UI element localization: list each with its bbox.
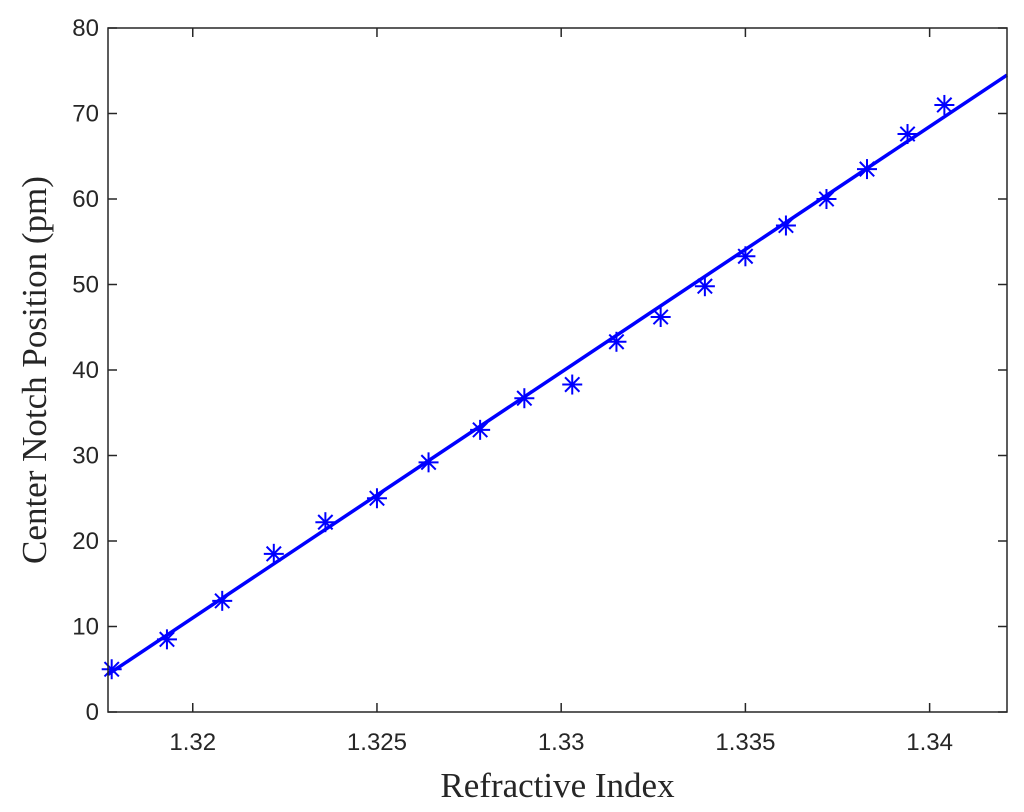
marker-stroke [818, 191, 835, 207]
marker-stroke [652, 309, 669, 325]
data-point [897, 124, 918, 145]
data-point [263, 543, 284, 564]
data-point [101, 659, 122, 680]
y-tick-label: 0 [86, 699, 99, 726]
data-point [816, 189, 837, 209]
data-point [606, 331, 627, 352]
y-axis-title: Center Notch Position (pm) [15, 176, 54, 564]
data-point [650, 306, 671, 327]
plot-area [101, 73, 1008, 680]
data-point [315, 512, 336, 533]
axes: 0 10 20 30 40 50 60 70 80 1.32 1.325 1.33 1.335 1.34 [72, 15, 1008, 756]
y-tick-label: 60 [72, 186, 99, 213]
x-axis-title: Refractive Index [440, 766, 675, 805]
x-tick-label: 1.33 [538, 729, 585, 756]
marker-stroke [317, 514, 334, 531]
data-point [775, 215, 796, 236]
y-tick-label: 20 [72, 528, 99, 555]
data-point [418, 452, 439, 473]
marker-stroke [608, 333, 625, 350]
data-point [694, 276, 715, 297]
marker-stroke [159, 631, 175, 648]
marker-stroke [516, 390, 533, 407]
data-point [514, 388, 535, 409]
marker-stroke [778, 217, 794, 234]
marker-stroke [859, 161, 875, 177]
data-point [562, 374, 583, 395]
marker-stroke [265, 545, 282, 562]
y-tick-label: 40 [72, 357, 99, 384]
y-tick-label: 30 [72, 443, 99, 470]
data-point [735, 246, 756, 267]
data-point [156, 629, 177, 650]
y-tick-label: 50 [72, 272, 99, 299]
x-tick-label: 1.335 [715, 729, 775, 756]
y-tick-label: 80 [72, 15, 99, 42]
data-point [856, 159, 877, 180]
x-tick-label: 1.32 [169, 729, 216, 756]
marker-stroke [369, 490, 385, 507]
y-tick-label: 10 [72, 614, 99, 641]
marker-stroke [696, 278, 713, 295]
marker-stroke [564, 376, 581, 393]
marker-stroke [103, 661, 120, 678]
y-tick-label: 70 [72, 101, 99, 128]
x-tick-label: 1.34 [906, 729, 953, 756]
x-tick-label: 1.325 [347, 729, 407, 756]
marker-stroke [472, 421, 489, 438]
marker-stroke [936, 97, 953, 113]
fit-line [107, 73, 1008, 676]
data-point [366, 488, 387, 509]
marker-stroke [737, 248, 754, 265]
marker-stroke [214, 592, 231, 609]
data-point [934, 94, 955, 115]
data-point [470, 419, 491, 440]
marker-stroke [420, 454, 437, 471]
marker-stroke [899, 126, 916, 142]
data-point [212, 590, 233, 611]
